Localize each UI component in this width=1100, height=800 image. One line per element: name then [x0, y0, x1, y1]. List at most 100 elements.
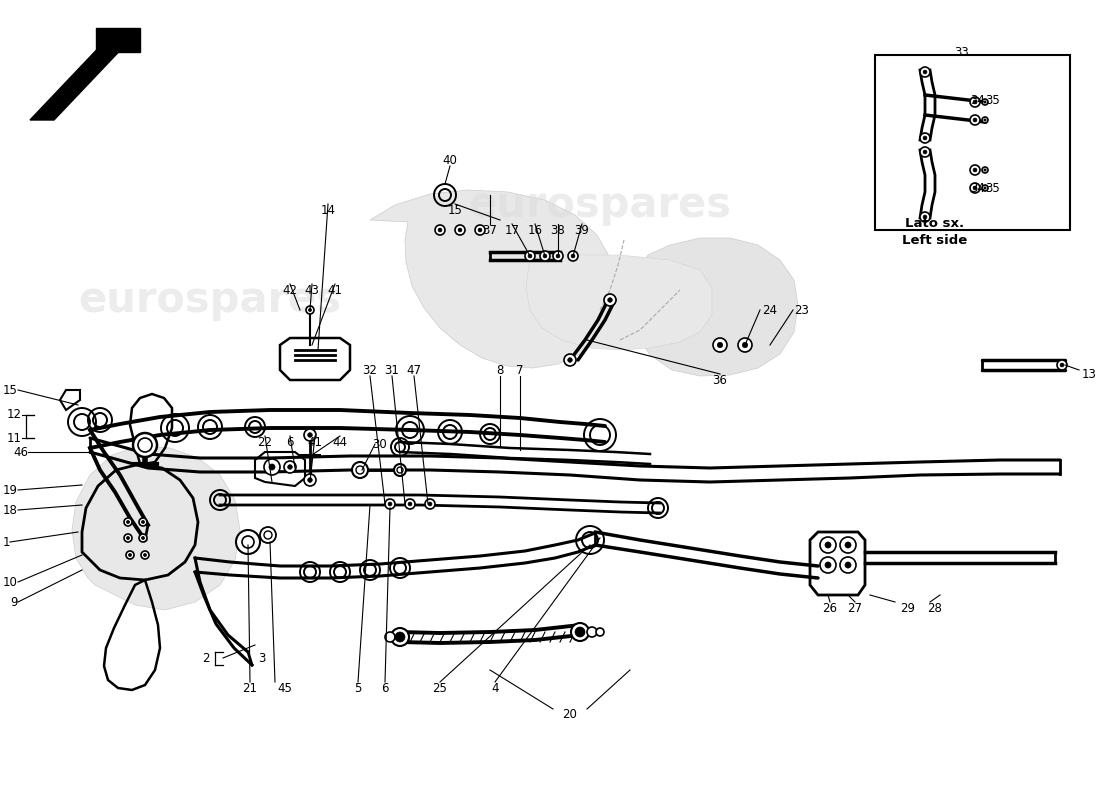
Circle shape — [284, 461, 296, 473]
Text: 7: 7 — [516, 363, 524, 377]
Circle shape — [564, 354, 576, 366]
Circle shape — [982, 99, 988, 105]
Circle shape — [475, 225, 485, 235]
Circle shape — [141, 551, 149, 559]
Circle shape — [568, 358, 572, 362]
Text: 40: 40 — [442, 154, 458, 166]
Text: 34: 34 — [970, 94, 986, 106]
Polygon shape — [96, 28, 140, 52]
Text: 36: 36 — [713, 374, 727, 386]
Text: 1: 1 — [2, 535, 10, 549]
Text: 38: 38 — [551, 223, 565, 237]
Circle shape — [133, 433, 157, 457]
Circle shape — [982, 117, 988, 123]
Circle shape — [742, 342, 748, 348]
Text: 23: 23 — [794, 303, 810, 317]
Circle shape — [308, 309, 311, 311]
Circle shape — [288, 465, 293, 470]
Circle shape — [260, 527, 276, 543]
Circle shape — [717, 342, 723, 348]
Circle shape — [982, 185, 988, 191]
Circle shape — [306, 306, 313, 314]
Text: 29: 29 — [901, 602, 915, 614]
Circle shape — [557, 254, 560, 258]
Text: 34: 34 — [970, 182, 986, 194]
Text: 5: 5 — [354, 682, 362, 694]
Text: 11: 11 — [7, 431, 22, 445]
Circle shape — [983, 119, 986, 121]
Circle shape — [236, 530, 260, 554]
Circle shape — [428, 502, 432, 506]
Circle shape — [840, 537, 856, 553]
Circle shape — [308, 433, 312, 438]
Circle shape — [982, 167, 988, 173]
Text: 33: 33 — [955, 46, 969, 58]
Circle shape — [820, 537, 836, 553]
Circle shape — [970, 115, 980, 125]
Circle shape — [455, 225, 465, 235]
Circle shape — [126, 521, 130, 523]
Circle shape — [304, 429, 316, 441]
Circle shape — [923, 215, 927, 219]
Circle shape — [571, 623, 588, 641]
Circle shape — [604, 294, 616, 306]
Text: 12: 12 — [7, 409, 22, 422]
Circle shape — [983, 187, 986, 189]
Text: 22: 22 — [257, 435, 273, 449]
Circle shape — [983, 101, 986, 103]
Circle shape — [820, 557, 836, 573]
Text: Lato sx.
Left side: Lato sx. Left side — [902, 217, 968, 247]
Circle shape — [142, 521, 144, 523]
Text: 26: 26 — [823, 602, 837, 614]
Text: 3: 3 — [258, 651, 265, 665]
Text: 43: 43 — [305, 283, 319, 297]
Circle shape — [553, 251, 563, 261]
Text: 4: 4 — [492, 682, 498, 694]
Circle shape — [923, 136, 927, 140]
Circle shape — [434, 225, 446, 235]
Text: 20: 20 — [562, 709, 578, 722]
Circle shape — [408, 502, 411, 506]
Text: 21: 21 — [242, 682, 257, 694]
Text: 41: 41 — [328, 283, 342, 297]
Circle shape — [920, 147, 929, 157]
Circle shape — [607, 298, 613, 302]
Circle shape — [543, 254, 547, 258]
Text: 41: 41 — [308, 435, 322, 449]
Text: 16: 16 — [528, 223, 542, 237]
Text: 44: 44 — [332, 435, 348, 449]
Circle shape — [825, 562, 830, 568]
Circle shape — [352, 462, 368, 478]
Text: 27: 27 — [847, 602, 862, 614]
FancyBboxPatch shape — [874, 55, 1070, 230]
Polygon shape — [370, 190, 614, 368]
Circle shape — [923, 70, 927, 74]
Circle shape — [129, 554, 132, 557]
Circle shape — [126, 551, 134, 559]
Circle shape — [840, 557, 856, 573]
Text: eurospares: eurospares — [469, 184, 732, 226]
Circle shape — [974, 118, 977, 122]
Polygon shape — [72, 446, 240, 610]
Circle shape — [920, 212, 929, 222]
Circle shape — [143, 554, 146, 557]
Text: 35: 35 — [986, 182, 1000, 194]
Circle shape — [568, 251, 578, 261]
Circle shape — [974, 186, 977, 190]
Circle shape — [845, 562, 851, 568]
Circle shape — [974, 168, 977, 172]
Circle shape — [478, 228, 482, 232]
Circle shape — [571, 254, 575, 258]
Text: 10: 10 — [3, 575, 18, 589]
Text: 19: 19 — [3, 483, 18, 497]
Circle shape — [713, 338, 727, 352]
Circle shape — [825, 542, 830, 548]
Text: 6: 6 — [382, 682, 388, 694]
Text: 17: 17 — [505, 223, 519, 237]
Circle shape — [124, 518, 132, 526]
Circle shape — [385, 632, 395, 642]
Circle shape — [596, 628, 604, 636]
Circle shape — [264, 459, 280, 475]
Circle shape — [126, 537, 130, 539]
Circle shape — [385, 499, 395, 509]
